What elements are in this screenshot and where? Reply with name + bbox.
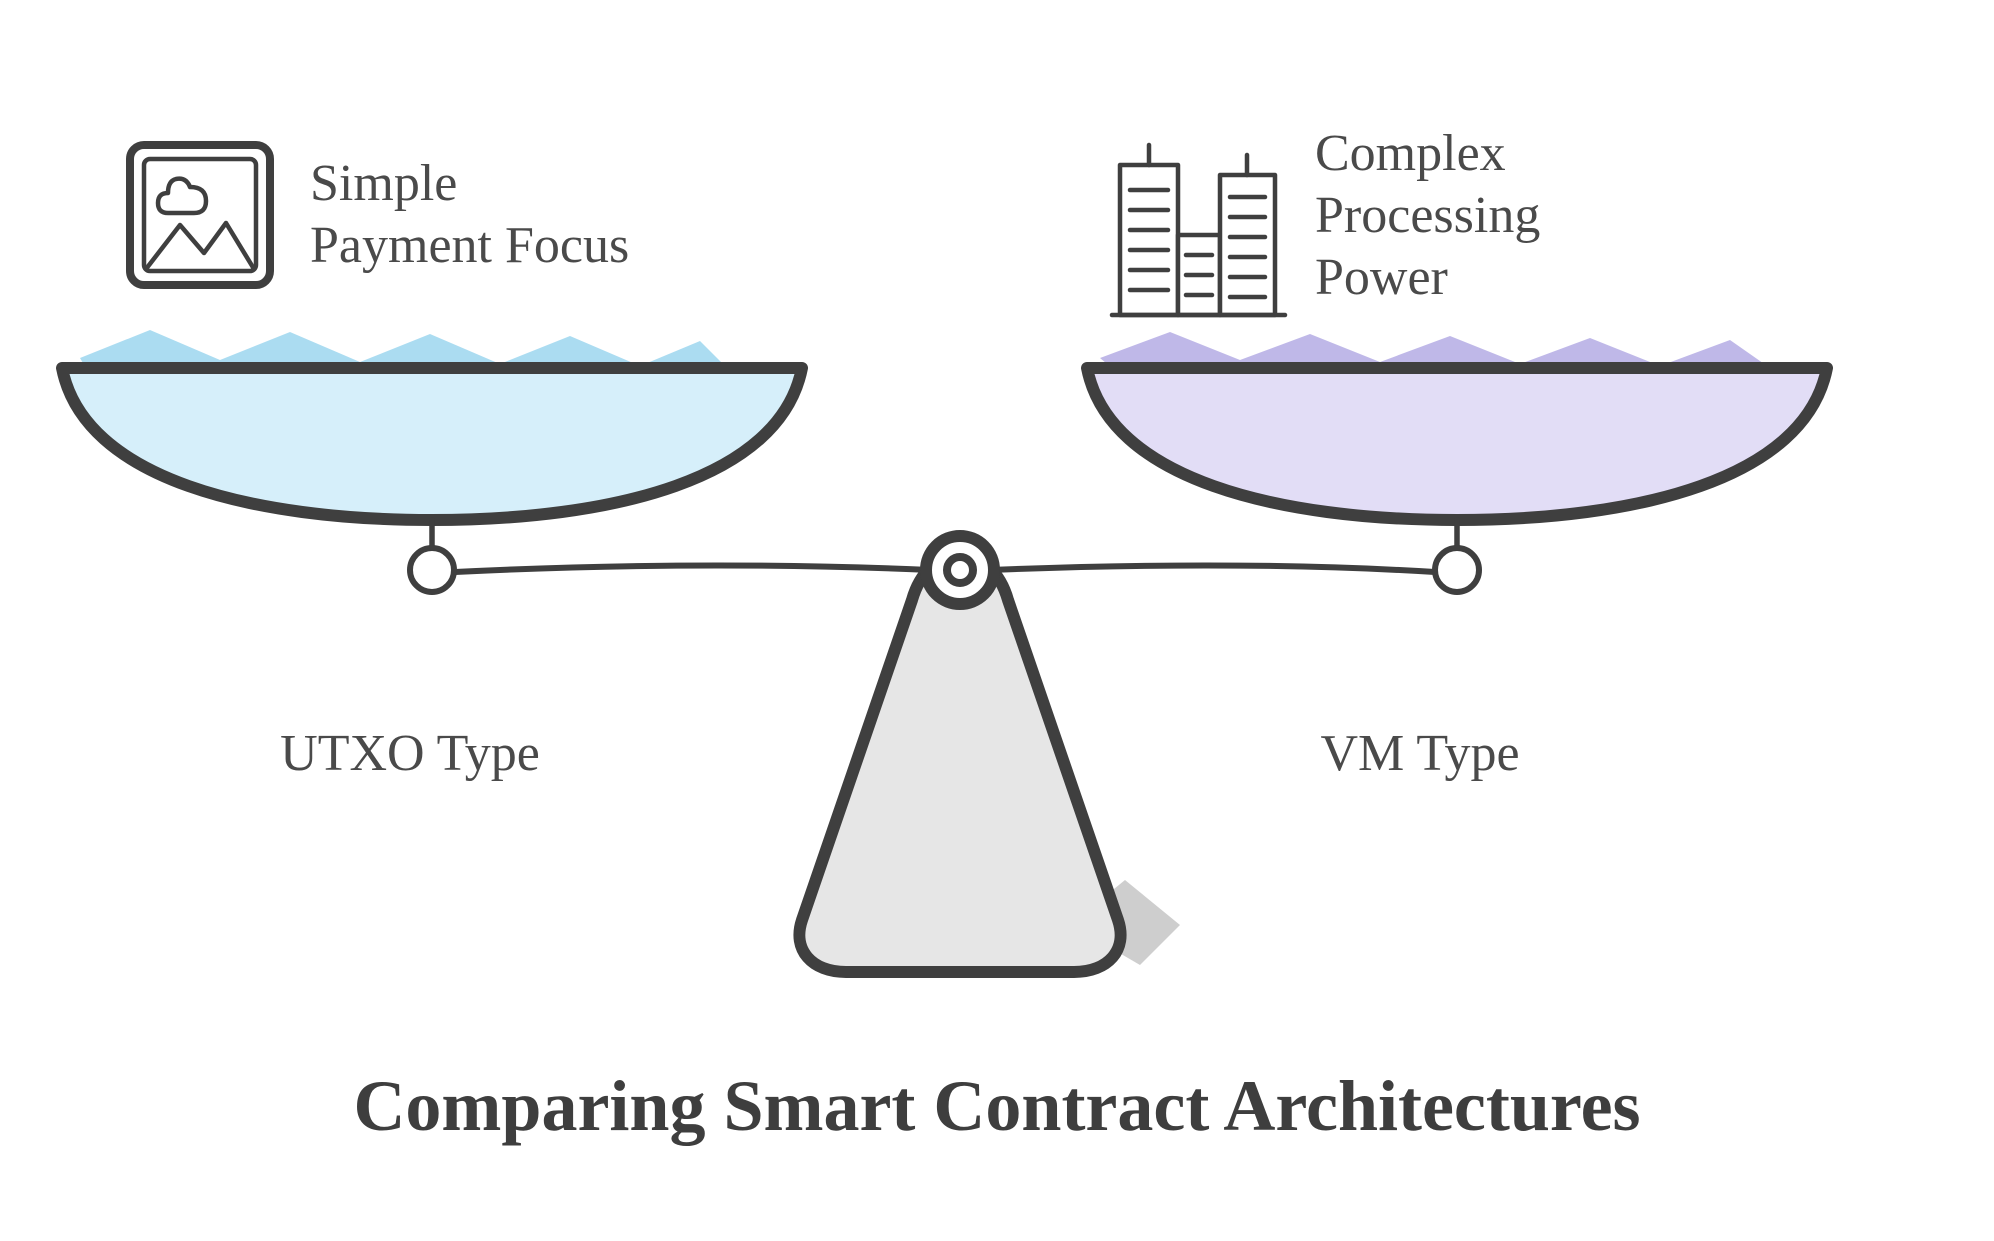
right-label: VM Type [1320, 725, 1519, 782]
left-pan [62, 368, 802, 520]
right-heading-line2: Processing [1315, 187, 1540, 244]
right-hanger-ring [1435, 548, 1479, 592]
right-pan [1087, 368, 1827, 520]
right-side: Complex Processing Power VM Type [1087, 125, 1827, 782]
right-heading-line1: Complex [1315, 125, 1506, 182]
left-side: Simple Payment Focus UTXO Type [62, 145, 802, 782]
left-heading-line2: Payment Focus [310, 217, 629, 274]
left-hanger-ring [410, 548, 454, 592]
pivot [926, 536, 994, 604]
diagram-canvas: Simple Payment Focus UTXO Type [0, 0, 1994, 1241]
left-heading-line1: Simple [310, 155, 457, 212]
scale-base [799, 556, 1120, 972]
right-heading-line3: Power [1315, 249, 1448, 306]
buildings-icon [1112, 145, 1285, 315]
diagram-title: Comparing Smart Contract Architectures [353, 1066, 1640, 1146]
image-icon [130, 145, 270, 285]
left-label: UTXO Type [280, 725, 540, 782]
